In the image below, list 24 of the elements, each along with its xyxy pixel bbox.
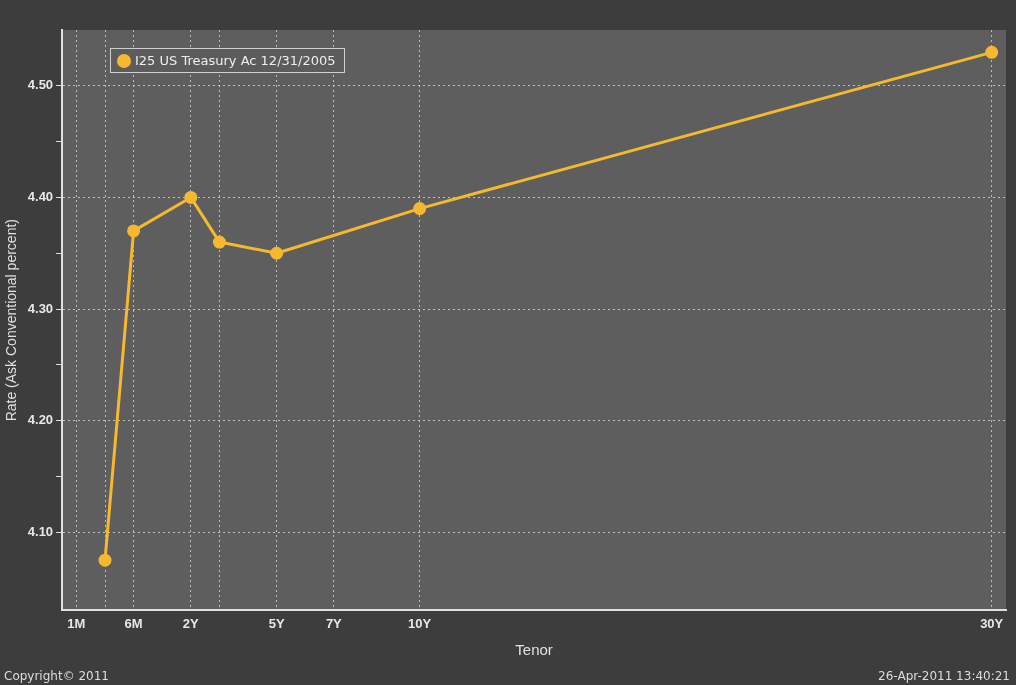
- x-tick-label: 1M: [67, 615, 86, 631]
- x-tick-label: 10Y: [408, 615, 432, 631]
- point: [127, 224, 141, 238]
- y-tick-label: 4.20: [27, 412, 54, 428]
- y-tick-label: 4.10: [27, 523, 54, 539]
- point: [270, 246, 284, 260]
- point: [985, 45, 999, 59]
- text: 26-Apr-2011 13:40:21: [878, 669, 1010, 683]
- y-tick-label: 4.40: [27, 189, 54, 204]
- x-tick-label: 6M: [124, 615, 143, 631]
- point: [184, 190, 198, 204]
- y-tick-label: 4.30: [27, 300, 54, 316]
- x-tick-label: 7Y: [325, 615, 343, 631]
- point: [413, 202, 427, 216]
- x-tick-label: 5Y: [268, 615, 285, 631]
- x-tick-label: 2Y: [182, 615, 200, 631]
- legend-label: I25 US Treasury Ac 12/31/2005: [135, 53, 336, 68]
- point: [212, 235, 226, 249]
- point: [98, 553, 112, 567]
- y-axis-title: Rate (Ask Conventional percent): [3, 219, 20, 422]
- text: Copyright© 2011: [4, 669, 109, 683]
- y-tick-label: 4.50: [27, 77, 54, 93]
- x-axis-title: Tenor: [515, 641, 553, 659]
- x-tick-label: 30Y: [980, 615, 1004, 631]
